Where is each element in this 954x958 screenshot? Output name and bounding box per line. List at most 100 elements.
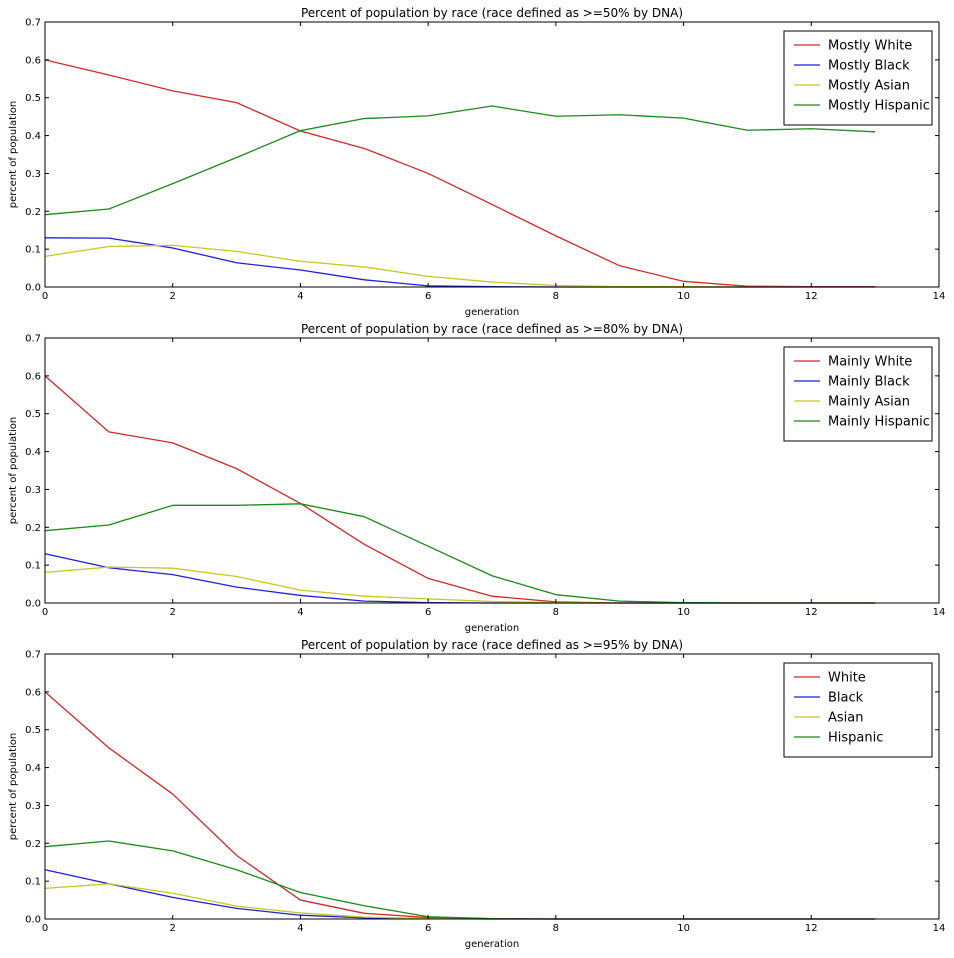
chart-2-legend-label-4: Mainly Hispanic <box>828 415 930 430</box>
chart-3-x-tick-label: 14 <box>933 923 946 934</box>
chart-2-y-axis-label: percent of population <box>8 417 19 525</box>
chart-1-y-tick-label: 0.1 <box>25 245 41 256</box>
chart-1-y-tick-label: 0.0 <box>25 283 41 294</box>
chart-1-x-tick-label: 4 <box>297 291 303 302</box>
chart-2-title: Percent of population by race (race defi… <box>301 322 683 336</box>
chart-3-series-line-3 <box>44 883 876 920</box>
chart-2-legend: Mainly White Mainly Black Mainly Asian Main… <box>783 346 933 442</box>
chart-panel-3: Percent of population by race (race defi… <box>0 632 954 950</box>
chart-2-y-axis: 0.0 0.1 0.2 0.3 0.4 0.5 0.6 0.7 <box>25 334 939 610</box>
chart-panel-1: Percent of population by race (race defi… <box>0 0 954 318</box>
chart-3-legend-box <box>783 662 933 758</box>
chart-2-x-tick-label: 6 <box>425 607 431 618</box>
chart-3-y-tick-label: 0.1 <box>25 877 41 888</box>
chart-1-y-tick-label: 0.7 <box>25 18 41 29</box>
chart-1-title: Percent of population by race (race defi… <box>301 6 683 20</box>
chart-3-series-line-2 <box>44 869 876 920</box>
chart-1-legend-label-2: Mostly Black <box>828 59 910 74</box>
chart-1-series-line-4 <box>44 105 876 216</box>
chart-1-svg: Percent of population by race (race defi… <box>8 6 946 318</box>
chart-3-x-tick-label: 10 <box>677 923 690 934</box>
chart-2-svg: Percent of population by race (race defi… <box>8 322 946 634</box>
chart-3-y-tick-label: 0.6 <box>25 687 41 698</box>
chart-2-x-tick-label: 10 <box>677 607 690 618</box>
chart-3-y-tick-label: 0.4 <box>25 763 41 774</box>
chart-2-legend-box <box>783 346 933 442</box>
chart-2-legend-label-3: Mainly Asian <box>828 395 910 410</box>
chart-3-svg: Percent of population by race (race defi… <box>8 638 946 950</box>
chart-1-series-line-3 <box>44 244 876 288</box>
chart-3-x-tick-label: 0 <box>42 923 48 934</box>
chart-1-legend-label-3: Mostly Asian <box>828 79 910 94</box>
chart-3-x-axis-label: generation <box>465 939 519 950</box>
chart-1-legend-label-1: Mostly White <box>828 39 912 54</box>
chart-2-series-line-4 <box>44 503 876 604</box>
chart-3-legend-label-1: White <box>828 671 866 686</box>
chart-2-series-lines <box>44 375 876 604</box>
chart-1-x-axis: 0 2 4 6 8 10 12 14 <box>42 22 946 302</box>
chart-2-y-tick-label: 0.5 <box>25 409 41 420</box>
chart-3-series-line-1 <box>44 691 876 920</box>
chart-3-legend-label-4: Hispanic <box>828 731 883 746</box>
chart-1-x-tick-label: 14 <box>933 291 946 302</box>
chart-3-legend-label-2: Black <box>828 691 864 706</box>
chart-3-x-tick-label: 8 <box>553 923 559 934</box>
chart-3-x-tick-label: 4 <box>297 923 303 934</box>
chart-2-x-tick-label: 12 <box>805 607 818 618</box>
chart-2-y-tick-label: 0.0 <box>25 599 41 610</box>
chart-2-series-line-3 <box>44 566 876 604</box>
chart-2-y-tick-label: 0.7 <box>25 334 41 345</box>
chart-2-x-tick-label: 14 <box>933 607 946 618</box>
chart-3-legend: White Black Asian Hispanic <box>783 662 933 758</box>
chart-2-plot-frame <box>44 337 940 604</box>
chart-1-plot-frame <box>44 21 940 288</box>
chart-3-x-tick-label: 12 <box>805 923 818 934</box>
chart-1-y-axis-label: percent of population <box>8 101 19 209</box>
chart-1-legend-label-4: Mostly Hispanic <box>828 99 930 114</box>
chart-1-y-tick-label: 0.2 <box>25 207 41 218</box>
chart-2-legend-label-1: Mainly White <box>828 355 912 370</box>
chart-2-y-tick-label: 0.3 <box>25 485 41 496</box>
chart-1-x-tick-label: 10 <box>677 291 690 302</box>
chart-3-y-axis-label: percent of population <box>8 733 19 841</box>
chart-3-y-tick-label: 0.7 <box>25 650 41 661</box>
chart-1-legend-box <box>783 30 933 126</box>
chart-2-y-tick-label: 0.1 <box>25 561 41 572</box>
chart-3-series-lines <box>44 691 876 920</box>
chart-3-y-tick-label: 0.0 <box>25 915 41 926</box>
chart-2-x-tick-label: 2 <box>170 607 176 618</box>
chart-3-plot-frame <box>44 653 940 920</box>
chart-1-x-tick-label: 6 <box>425 291 431 302</box>
chart-3-x-axis: 0 2 4 6 8 10 12 14 <box>42 654 946 934</box>
chart-1-x-tick-label: 12 <box>805 291 818 302</box>
chart-2-x-axis-label: generation <box>465 623 519 634</box>
chart-1-x-tick-label: 8 <box>553 291 559 302</box>
chart-3-x-tick-label: 6 <box>425 923 431 934</box>
chart-1-y-tick-label: 0.4 <box>25 131 41 142</box>
chart-2-y-tick-label: 0.4 <box>25 447 41 458</box>
chart-2-legend-label-2: Mainly Black <box>828 375 910 390</box>
chart-3-x-tick-label: 2 <box>170 923 176 934</box>
chart-2-x-tick-label: 0 <box>42 607 48 618</box>
chart-2-x-tick-label: 8 <box>553 607 559 618</box>
chart-2-x-axis: 0 2 4 6 8 10 12 14 <box>42 338 946 618</box>
chart-3-y-tick-label: 0.3 <box>25 801 41 812</box>
chart-panel-2: Percent of population by race (race defi… <box>0 316 954 634</box>
chart-3-y-axis: 0.0 0.1 0.2 0.3 0.4 0.5 0.6 0.7 <box>25 650 939 926</box>
chart-1-y-axis: 0.0 0.1 0.2 0.3 0.4 0.5 0.6 0.7 <box>25 18 939 294</box>
chart-1-x-tick-label: 0 <box>42 291 48 302</box>
chart-3-title: Percent of population by race (race defi… <box>301 638 683 652</box>
chart-1-x-tick-label: 2 <box>170 291 176 302</box>
chart-1-x-axis-label: generation <box>465 307 519 318</box>
chart-1-y-tick-label: 0.5 <box>25 93 41 104</box>
chart-3-series-line-4 <box>44 840 876 920</box>
chart-3-y-tick-label: 0.5 <box>25 725 41 736</box>
chart-2-x-tick-label: 4 <box>297 607 303 618</box>
chart-1-series-line-1 <box>44 59 876 288</box>
chart-1-series-lines <box>44 59 876 288</box>
chart-2-y-tick-label: 0.6 <box>25 371 41 382</box>
chart-1-y-tick-label: 0.6 <box>25 55 41 66</box>
chart-1-y-tick-label: 0.3 <box>25 169 41 180</box>
chart-2-y-tick-label: 0.2 <box>25 523 41 534</box>
